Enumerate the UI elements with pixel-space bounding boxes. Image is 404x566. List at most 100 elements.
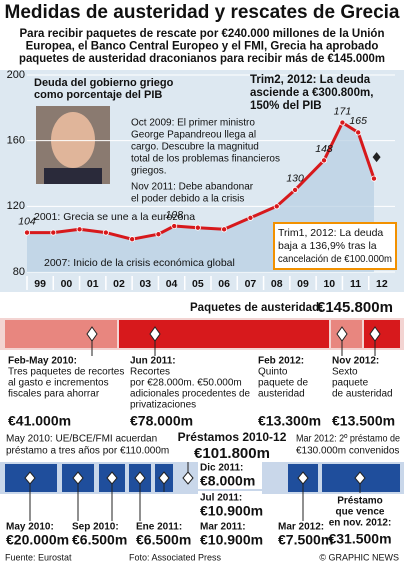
package-text: paquete	[332, 378, 369, 389]
package-text: fiscales para ahorrar	[8, 389, 100, 400]
loan-date: Jul 2011:	[200, 493, 242, 504]
annotation: cancelación de €100.000m	[278, 253, 392, 265]
marker	[182, 471, 194, 485]
package-text: privatizaciones	[130, 400, 196, 411]
loans-note: Mar 2012: 2º préstamo de	[296, 434, 400, 445]
loans-note: €130.000m convenidos	[296, 446, 399, 457]
loan-amount: €8.000m	[200, 473, 255, 489]
package-date: Feb 2012:	[258, 356, 304, 367]
package-text: Quinto	[258, 367, 288, 378]
x-tick-label: 99	[34, 278, 46, 290]
annotation: cargo. Descubre la magnitud	[131, 142, 259, 153]
data-label: 171	[334, 105, 352, 117]
data-label: 104	[18, 215, 36, 227]
point	[292, 186, 299, 193]
y-tick-label: 200	[7, 69, 25, 81]
package-text: por €28.000m. €50.000m	[130, 378, 242, 389]
point	[102, 229, 109, 236]
annotation: asciende a €300.800m,	[250, 87, 373, 99]
marker	[158, 471, 170, 485]
marker	[72, 471, 84, 485]
projection-marker	[372, 152, 381, 163]
annotation: total de los problemas financieros	[131, 154, 280, 165]
annotation: 2001: Grecia se une a la eurozona	[34, 211, 195, 223]
point	[370, 175, 377, 182]
marker	[86, 326, 98, 342]
package-date: Feb-May 2010:	[8, 356, 77, 367]
x-tick-label: 09	[297, 278, 309, 290]
package-text: al gasto e incrementos	[8, 378, 109, 389]
data-label: 148	[315, 143, 333, 155]
x-tick-label: 03	[139, 278, 151, 290]
photo	[36, 106, 110, 184]
footer: Foto: Associated Press	[129, 552, 222, 562]
point	[194, 224, 201, 231]
loans-note: préstamo a tres años por €110.000m	[6, 446, 169, 457]
annotation: Nov 2011: Debe abandonar	[131, 182, 254, 193]
x-tick-label: 07	[245, 278, 257, 290]
annotation: el poder debido a la crisis	[131, 194, 244, 205]
package-text: Recortes	[130, 367, 170, 378]
data-label: 130	[286, 173, 304, 185]
package-date: Jun 2011:	[130, 356, 176, 367]
x-tick-label: 05	[192, 278, 204, 290]
loan-date: Mar 2012:	[278, 522, 324, 533]
section-title: Paquetes de austeridad:	[190, 302, 323, 314]
loan-amount: €20.000m	[6, 532, 69, 548]
package-amount: €13.300m	[258, 413, 321, 429]
point	[23, 229, 30, 236]
annotation: Trim2, 2012: La deuda	[250, 74, 371, 86]
marker	[336, 326, 348, 342]
annotation: Trim1, 2012: La deuda	[278, 227, 383, 239]
debt-line	[27, 121, 376, 241]
y-tick-label: 80	[13, 266, 25, 278]
x-tick-label: 10	[323, 278, 335, 290]
package-amount: €78.000m	[130, 413, 193, 429]
point	[129, 236, 136, 243]
point	[155, 231, 162, 238]
x-tick-label: 11	[350, 278, 361, 290]
loans-total: €101.800m	[194, 445, 270, 462]
loan-date: Mar 2011:	[200, 522, 246, 533]
marker	[297, 471, 309, 485]
loan-date: Sep 2010:	[72, 522, 119, 533]
footer: © GRAPHIC NEWS	[319, 552, 399, 562]
loan-date: Dic 2011:	[200, 463, 243, 474]
section-total: €145.800m	[317, 299, 393, 316]
subtitle: Para recibir paquetes de rescate por €24…	[20, 28, 385, 40]
x-tick-label: 12	[376, 278, 388, 290]
annotation-box	[273, 222, 397, 270]
marker	[24, 471, 36, 485]
annotation: griegos.	[131, 166, 167, 177]
marker	[106, 471, 118, 485]
annotation: 2007: Inicio de la crisis económica glob…	[44, 257, 235, 269]
package-text: paquete de	[258, 378, 308, 389]
x-tick-label: 01	[87, 278, 99, 290]
loan-amount: €6.500m	[136, 532, 191, 548]
x-tick-label: 06	[218, 278, 230, 290]
package-text: Tres paquetes de recortes	[8, 367, 124, 378]
data-label: 108	[165, 209, 183, 221]
point	[273, 203, 280, 210]
package-amount: €41.000m	[8, 413, 71, 429]
point	[171, 223, 178, 230]
point	[247, 214, 254, 221]
package-text: austeridad	[258, 389, 305, 400]
point	[321, 157, 328, 164]
loan-amount: €10.900m	[200, 532, 263, 548]
title: Medidas de austeridad y rescates de Grec…	[5, 2, 400, 23]
x-tick-label: 02	[113, 278, 125, 290]
loans-title: Préstamos 2010-12	[178, 430, 287, 444]
annotation: como porcentaje del PIB	[34, 89, 162, 101]
point	[221, 226, 228, 233]
loan-amount: €7.500m	[278, 532, 333, 548]
data-label: 165	[349, 115, 367, 127]
marker	[369, 326, 381, 342]
annotation: Deuda del gobierno griego	[34, 77, 174, 89]
point	[339, 119, 346, 126]
footer: Fuente: Eurostat	[5, 552, 72, 562]
loan-amount: €6.500m	[72, 532, 127, 548]
label-bg	[198, 491, 262, 519]
x-tick-label: 08	[271, 278, 283, 290]
x-tick-label: 04	[166, 278, 178, 290]
